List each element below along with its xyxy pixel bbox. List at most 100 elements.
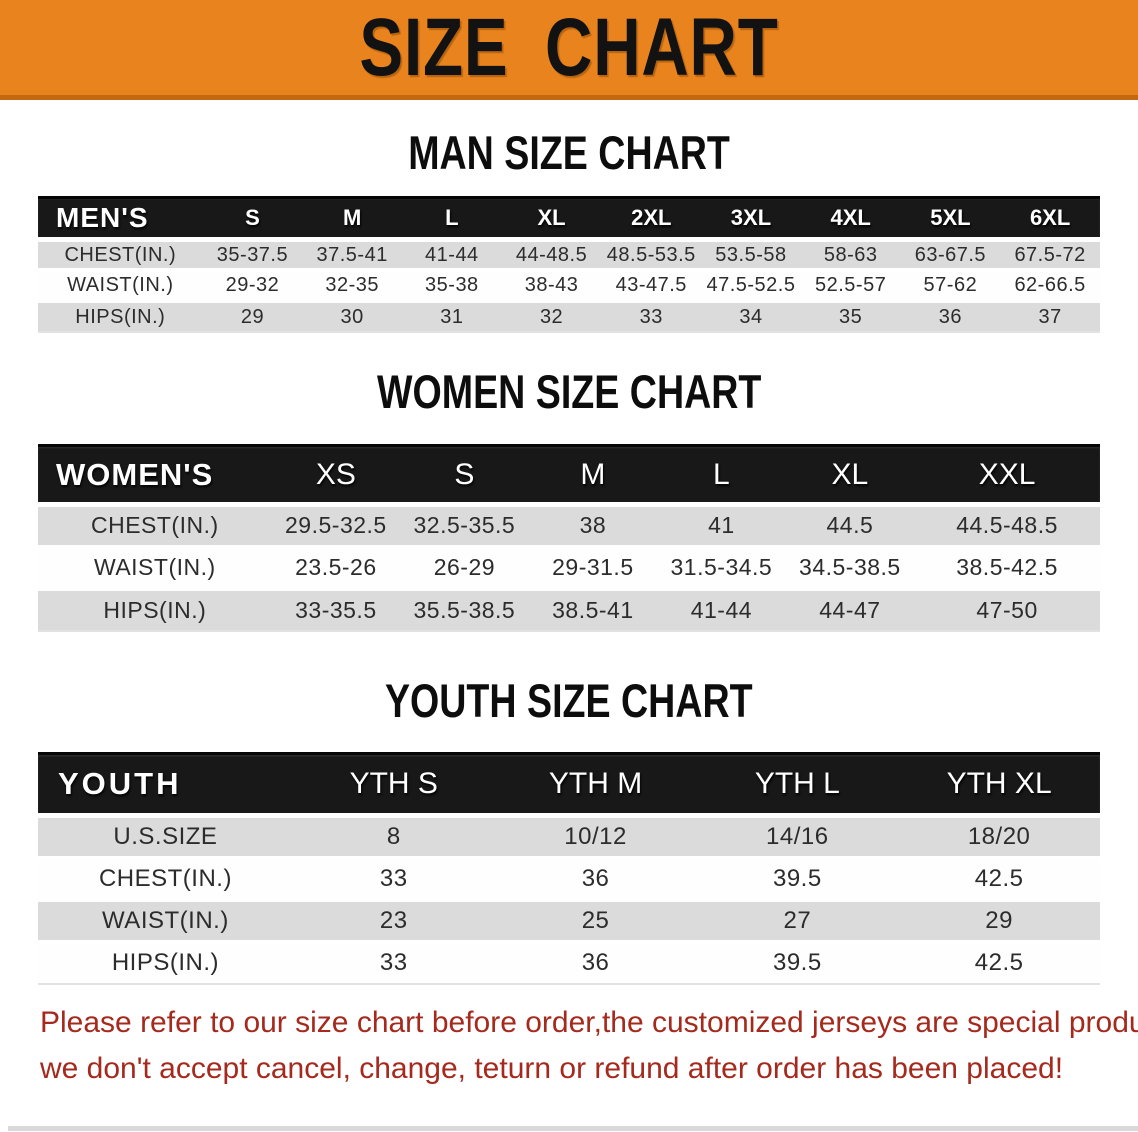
measurement-cell: 57-62 [923,274,978,297]
size-column-header: M [528,445,658,507]
size-column-header: 6XL [1000,197,1100,242]
size-column-header: M [302,197,403,242]
size-column-header: 3XL [701,197,801,242]
measurement-cell: 36 [938,305,962,328]
measurement-cell: 37.5-41 [316,243,388,266]
row-label: CHEST(IN.) [90,512,219,539]
measurement-cell: 44-48.5 [515,243,588,266]
measurement-cell: 31 [440,305,464,328]
table-title-cell: WOMEN'S [38,445,272,507]
measurement-cell: 38.5-41 [552,596,634,623]
measurement-cell: 48.5-53.5 [606,243,696,266]
measurement-cell: 29-31.5 [552,554,634,580]
size-column-header: XXL [914,445,1100,507]
section-women: WOMEN SIZE CHART WOMEN'S XS S M L XL XXL CHEST(… [0,365,1138,632]
measurement-row: CHEST(IN.) 33 36 39.5 42.5 [38,857,1100,900]
measurement-row: WAIST(IN.) 23.5-26 26-29 29-31.5 31.5-34.5 34… [38,546,1100,589]
measurement-cell: 38-43 [524,274,579,297]
measurement-row: CHEST(IN.) 35-37.5 37.5-41 41-44 44-48.5 48.5… [38,239,1100,271]
row-label: HIPS(IN.) [103,596,207,623]
measurement-cell: 44.5-48.5 [956,512,1058,539]
measurement-cell: 47-50 [976,596,1038,623]
size-charts: MAN SIZE CHART MEN'S S M L XL 2XL 3XL 4XL 5XL 6XL… [0,127,1138,985]
measurement-row: U.S.SIZE 8 10/12 14/16 18/20 [38,815,1100,858]
measurement-cell: 33 [379,949,408,977]
measurement-cell: 43-47.5 [615,274,687,297]
women-section-heading: WOMEN SIZE CHART [376,365,762,419]
measurement-cell: 29 [985,906,1013,934]
measurement-cell: 37 [1038,305,1062,328]
measurement-cell: 35-37.5 [216,243,289,266]
size-column-header: YTH S [292,753,495,819]
measurement-row: CHEST(IN.) 29.5-32.5 32.5-35.5 38 41 44.5 44.5… [38,504,1100,547]
measurement-cell: 33 [639,305,663,328]
row-label: HIPS(IN.) [111,949,220,977]
youth-section-heading: YOUTH SIZE CHART [385,673,753,727]
measurement-cell: 34.5-38.5 [799,554,901,580]
measurement-cell: 36 [581,864,610,892]
measurement-cell: 41-44 [690,596,753,623]
measurement-cell: 67.5-72 [1014,243,1086,266]
measurement-cell: 34 [739,305,763,328]
size-header-row: MEN'S S M L XL 2XL 3XL 4XL 5XL 6XL [38,197,1100,242]
size-column-header: S [400,445,529,507]
measurement-row: HIPS(IN.) 33-35.5 35.5-38.5 38.5-41 41-44 44-… [38,588,1100,631]
measurement-cell: 23.5-26 [295,554,377,580]
women-size-table-wrap: WOMEN'S XS S M L XL XXL CHEST(IN.) 29.5-32.5 32.5… [0,444,1138,632]
size-column-header: L [402,197,502,242]
measurement-cell: 18/20 [967,823,1031,850]
section-men: MAN SIZE CHART MEN'S S M L XL 2XL 3XL 4XL 5XL 6XL… [0,127,1138,334]
size-column-header: YTH L [696,753,899,819]
measurement-cell: 42.5 [974,864,1024,892]
measurement-cell: 30 [340,305,364,328]
size-column-header: S [202,197,303,242]
measurement-cell: 38 [579,512,607,539]
row-label: WAIST(IN.) [67,274,174,297]
measurement-cell: 26-29 [433,554,496,580]
measurement-cell: 62-66.5 [1014,274,1086,297]
measurement-cell: 29 [240,305,265,328]
measurement-cell: 14/16 [766,823,829,850]
disclaimer-line-2: we don't accept cancel, change, teturn o… [40,1051,1064,1085]
section-youth: YOUTH SIZE CHART YOUTH YTH S YTH M YTH L YTH… [0,673,1138,985]
table-title-cell: MEN'S [38,197,203,242]
row-label: U.S.SIZE [113,823,218,850]
measurement-row: WAIST(IN.) 23 25 27 29 [38,899,1100,942]
bottom-edge-strip [8,1126,1138,1131]
size-column-header: 2XL [601,197,702,242]
men-size-table-wrap: MEN'S S M L XL 2XL 3XL 4XL 5XL 6XL CHEST(IN.) 35-37… [0,196,1138,334]
measurement-row: WAIST(IN.) 29-32 32-35 35-38 38-43 43-47.5 47.… [38,270,1100,302]
measurement-cell: 36 [581,949,610,977]
men-size-table: MEN'S S M L XL 2XL 3XL 4XL 5XL 6XL CHEST(IN.) 35-37… [38,196,1100,334]
measurement-cell: 33-35.5 [295,596,377,623]
size-column-header: XL [501,197,602,242]
measurement-cell: 8 [386,823,401,850]
table-title-cell: YOUTH [38,753,293,819]
measurement-row: HIPS(IN.) 33 36 39.5 42.5 [38,941,1100,984]
measurement-cell: 31.5-34.5 [670,554,773,580]
measurement-cell: 32-35 [325,274,379,297]
measurement-cell: 23 [379,906,408,934]
size-column-header: YTH M [494,753,697,819]
measurement-cell: 32.5-35.5 [413,512,516,539]
measurement-cell: 10/12 [564,823,627,850]
size-column-header: YTH XL [898,753,1100,819]
measurement-cell: 63-67.5 [914,243,987,266]
row-label: WAIST(IN.) [93,554,216,580]
measurement-cell: 29.5-32.5 [285,512,387,539]
measurement-cell: 41-44 [425,243,479,266]
measurement-cell: 53.5-58 [715,243,787,266]
measurement-cell: 41 [708,512,735,539]
measurement-cell: 25 [581,906,610,934]
banner-title: SIZE CHART [359,1,779,93]
disclaimer: Please refer to our size chart before or… [40,1000,1138,1092]
youth-size-table: YOUTH YTH S YTH M YTH L YTH XL U.S.SIZE 8 10/12… [38,752,1100,985]
measurement-row: HIPS(IN.) 29 30 31 32 33 34 35 36 37 [38,301,1100,333]
youth-size-table-wrap: YOUTH YTH S YTH M YTH L YTH XL U.S.SIZE 8 10/12… [0,752,1138,985]
measurement-cell: 35.5-38.5 [413,596,516,623]
banner: SIZE CHART [0,0,1138,100]
measurement-cell: 39.5 [772,864,822,892]
row-label: WAIST(IN.) [102,906,229,934]
size-header-row: YOUTH YTH S YTH M YTH L YTH XL [38,753,1100,819]
measurement-cell: 38.5-42.5 [956,554,1058,580]
